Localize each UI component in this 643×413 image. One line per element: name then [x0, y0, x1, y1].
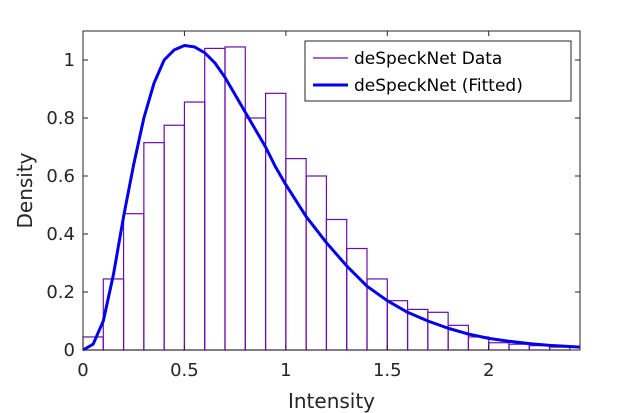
histogram-bar — [346, 247, 368, 351]
axes-box — [82, 30, 581, 351]
legend-label: deSpeckNet Data — [354, 49, 502, 69]
histogram-bar — [305, 175, 328, 351]
histogram-bar — [325, 218, 348, 351]
x-axis-title: Intensity — [288, 389, 375, 413]
histogram-bar — [102, 278, 125, 351]
plot-area: 0 0.5 1 1.5 2 0 0.2 0.4 0.6 0.8 1 — [46, 30, 581, 381]
x-tick-label: 1 — [280, 360, 291, 381]
histogram-bar — [122, 213, 145, 351]
x-tick-label: 0 — [77, 360, 88, 381]
y-axis-title: Density — [13, 152, 37, 228]
histogram-bar — [244, 117, 267, 351]
legend-label: deSpeckNet (Fitted) — [354, 76, 523, 96]
y-tick-label: 0.8 — [46, 108, 75, 129]
histogram-bar — [183, 101, 206, 351]
histogram-bar — [427, 311, 449, 351]
fitted-curve — [82, 44, 581, 352]
histogram-bar — [204, 47, 226, 351]
legend: deSpeckNet Data deSpeckNet (Fitted) — [304, 40, 572, 102]
y-tick-label: 0.2 — [46, 282, 75, 303]
histogram-bar — [488, 342, 510, 351]
y-tick-label: 0.6 — [46, 166, 75, 187]
y-tick-label: 0.4 — [46, 224, 75, 245]
y-tick-label: 1 — [64, 50, 75, 71]
x-tick-label: 0.5 — [170, 360, 199, 381]
x-tick-label: 2 — [483, 360, 494, 381]
histogram-bar — [508, 343, 530, 351]
x-tick-label: 1.5 — [373, 360, 402, 381]
histogram-bar — [163, 124, 186, 351]
y-tick-label: 0 — [64, 340, 75, 361]
legend-box — [304, 40, 572, 102]
histogram-bar — [264, 92, 287, 351]
histogram-bar — [143, 142, 165, 351]
